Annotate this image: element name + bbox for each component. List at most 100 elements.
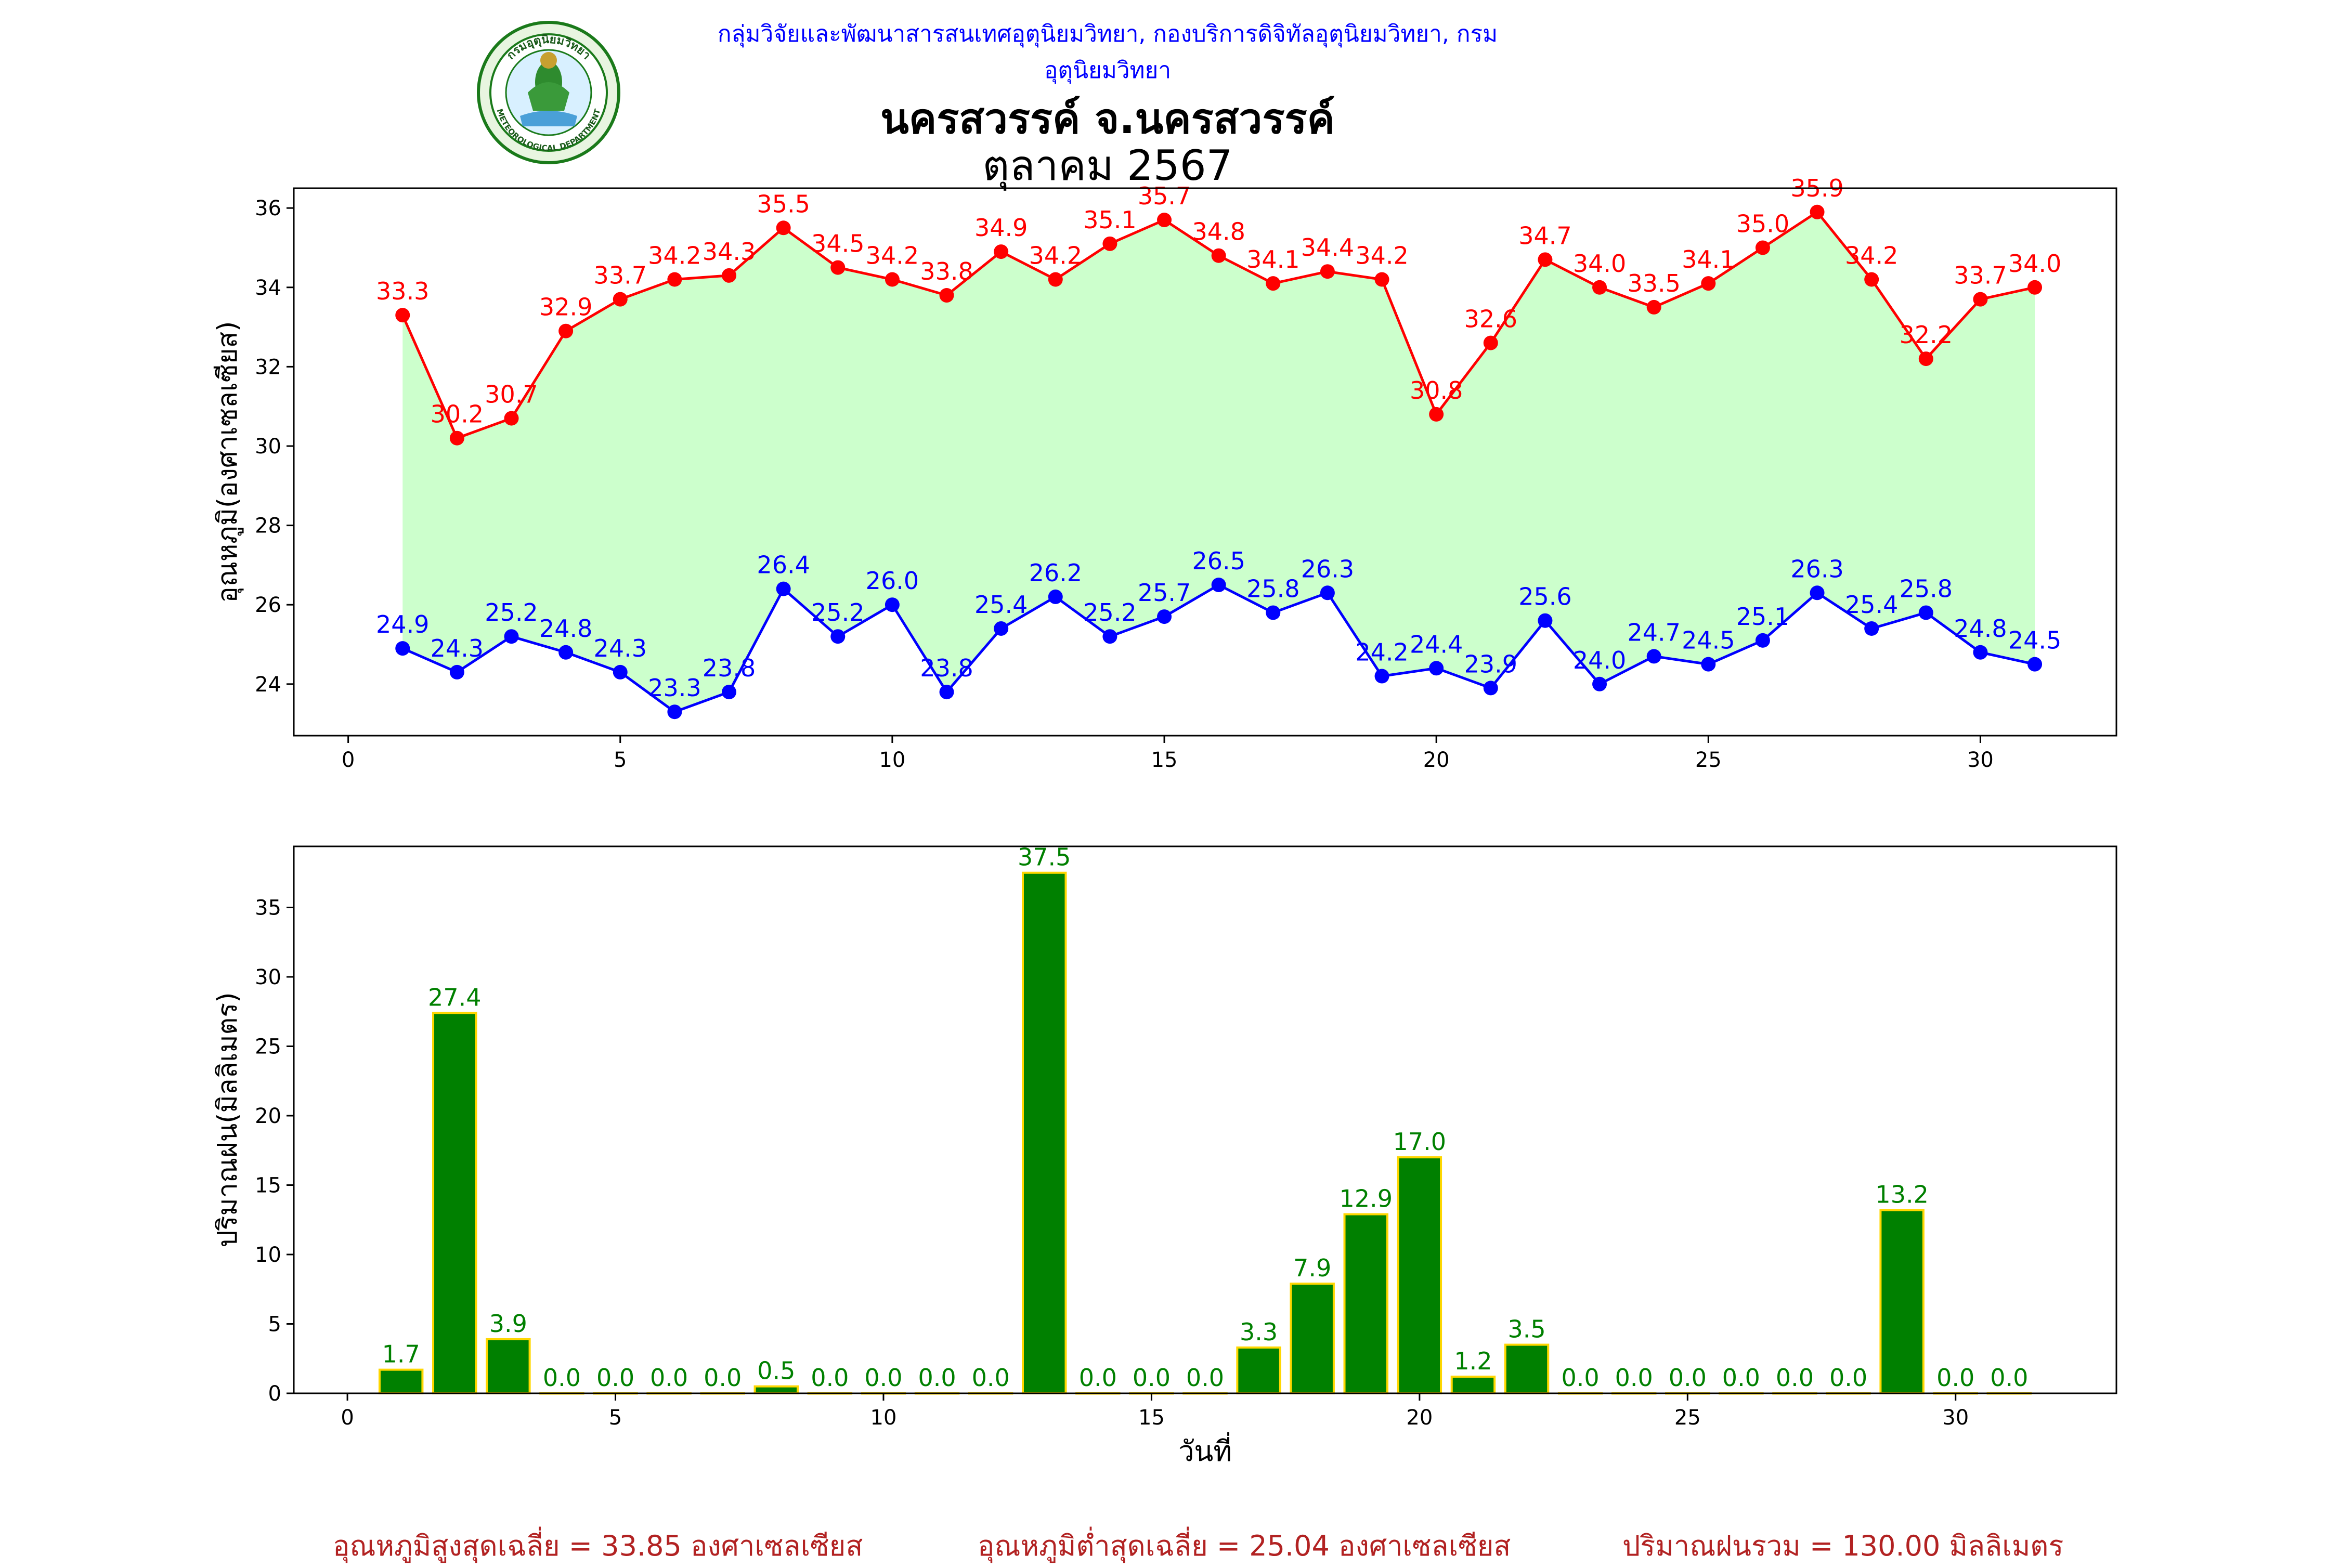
tmin-point (1429, 661, 1444, 676)
tmin-point (1918, 605, 1933, 620)
tmax-data-label: 34.1 (1246, 245, 1299, 273)
tmax-data-label: 34.2 (866, 242, 919, 270)
tmin-point (722, 685, 737, 700)
tmax-point (1538, 252, 1553, 267)
tmax-point (1483, 335, 1498, 350)
rainfall-x-tick-label: 20 (1406, 1406, 1433, 1430)
tmax-point (1374, 272, 1389, 287)
rainfall-plot-frame (293, 845, 2117, 1394)
tmax-data-label: 33.5 (1627, 269, 1680, 297)
rain-data-label: 7.9 (1293, 1254, 1331, 1282)
tmin-data-label: 25.4 (974, 591, 1028, 619)
rain-data-label: 0.0 (1776, 1364, 1814, 1392)
tmin-point (1048, 589, 1063, 604)
rain-data-label: 3.3 (1240, 1318, 1278, 1346)
tmax-point (613, 292, 628, 307)
rain-data-label: 1.2 (1454, 1347, 1492, 1375)
temperature-range-fill (402, 212, 2035, 712)
rain-data-label: 27.4 (428, 983, 481, 1011)
tmin-point (994, 621, 1009, 636)
tmin-data-label: 25.8 (1246, 574, 1299, 603)
tmin-data-label: 24.3 (431, 634, 484, 662)
rain-bar (1879, 1209, 1925, 1394)
temperature-x-tick-label: 25 (1695, 748, 1722, 772)
rain-data-label: 0.0 (650, 1364, 688, 1392)
tmin-data-label: 25.8 (1900, 574, 1953, 603)
rain-data-label: 3.9 (489, 1310, 527, 1338)
rainfall-y-tick-label: 25 (255, 1035, 281, 1059)
tmax-point (2027, 280, 2043, 295)
temperature-y-tick-label: 28 (255, 514, 281, 538)
rainfall-x-axis-label: วันที่ (1178, 1432, 1232, 1468)
temperature-y-tick-label: 32 (255, 355, 281, 379)
tmax-point (1320, 264, 1335, 279)
tmin-point (613, 664, 628, 680)
tmin-point (504, 629, 519, 644)
tmin-point (1266, 605, 1281, 620)
tmax-data-label: 33.3 (376, 277, 429, 305)
temperature-y-tick-label: 24 (255, 673, 281, 697)
tmin-point (1592, 676, 1607, 691)
tmin-point (776, 581, 791, 596)
rainfall-y-tick-label: 10 (255, 1243, 281, 1267)
temperature-plot-frame (293, 187, 2117, 737)
tmax-data-label: 35.7 (1138, 182, 1191, 210)
rain-data-label: 0.0 (1990, 1364, 2028, 1392)
tmin-data-label: 25.2 (1083, 598, 1136, 626)
tmin-point (1864, 621, 1879, 636)
tmax-point (1646, 299, 1661, 315)
rainfall-y-tick-label: 0 (268, 1382, 281, 1406)
tmax-point (885, 272, 900, 287)
tmax-point (1755, 240, 1770, 255)
rain-data-label: 0.0 (1829, 1364, 1867, 1392)
tmin-point (1483, 681, 1498, 696)
tmin-data-label: 24.4 (1410, 630, 1463, 658)
tmax-data-label: 34.1 (1682, 245, 1735, 273)
tmax-data-label: 34.2 (648, 242, 701, 270)
rain-data-label: 0.0 (864, 1364, 902, 1392)
tmin-data-label: 25.2 (485, 598, 538, 626)
tmin-data-label: 26.3 (1301, 555, 1354, 583)
rain-bar (432, 1012, 477, 1395)
rain-bar (378, 1368, 424, 1394)
rain-data-label: 0.0 (1186, 1364, 1224, 1392)
tmin-data-label: 25.6 (1518, 583, 1571, 611)
rain-bar (1236, 1346, 1281, 1395)
tmin-point (1755, 633, 1770, 648)
tmax-point (1157, 213, 1172, 228)
rain-data-label: 0.0 (1722, 1364, 1760, 1392)
tmin-data-label: 24.2 (1355, 638, 1408, 667)
tmin-data-label: 24.3 (594, 634, 647, 662)
tmax-point (994, 244, 1009, 259)
tmax-data-label: 34.7 (1518, 221, 1571, 250)
tmax-point (558, 323, 574, 338)
tmin-point (1102, 629, 1117, 644)
tmax-data-label: 34.2 (1845, 242, 1898, 270)
rain-bar (1343, 1213, 1388, 1395)
tmax-point (830, 260, 846, 275)
rain-bar (1290, 1283, 1335, 1394)
tmin-point (1701, 657, 1716, 672)
tmin-data-label: 26.5 (1192, 547, 1245, 575)
temperature-y-tick-label: 30 (255, 435, 281, 459)
rain-data-label: 0.0 (918, 1364, 956, 1392)
temperature-y-tick-label: 26 (255, 593, 281, 617)
tmax-point (776, 220, 791, 236)
tmax-point (1102, 236, 1117, 251)
tmax-data-label: 32.6 (1464, 305, 1517, 333)
rain-data-label: 0.0 (1669, 1364, 1707, 1392)
rainfall-y-tick-label: 5 (268, 1312, 281, 1336)
rain-bar (1450, 1375, 1496, 1395)
rain-data-label: 0.0 (1079, 1364, 1117, 1392)
organization-header: กลุ่มวิจัยและพัฒนาสารสนเทศอุตุนิยมวิทยา,… (717, 21, 1498, 84)
rainfall-x-tick-label: 10 (870, 1406, 897, 1430)
tmax-point (449, 430, 464, 446)
tmin-data-label: 26.4 (757, 551, 810, 579)
tmax-data-label: 33.7 (594, 262, 647, 290)
tmin-data-label: 25.2 (811, 598, 864, 626)
tmax-data-label: 32.2 (1900, 321, 1953, 349)
rainfall-chart: 1.7 27.4 3.9 0.0 0.0 0.0 0.0 0.5 0.0 0.0 0.0 0.0 37.… (212, 843, 2117, 1468)
rainfall-y-tick-label: 30 (255, 965, 281, 989)
tmin-data-label: 24.7 (1627, 618, 1680, 646)
